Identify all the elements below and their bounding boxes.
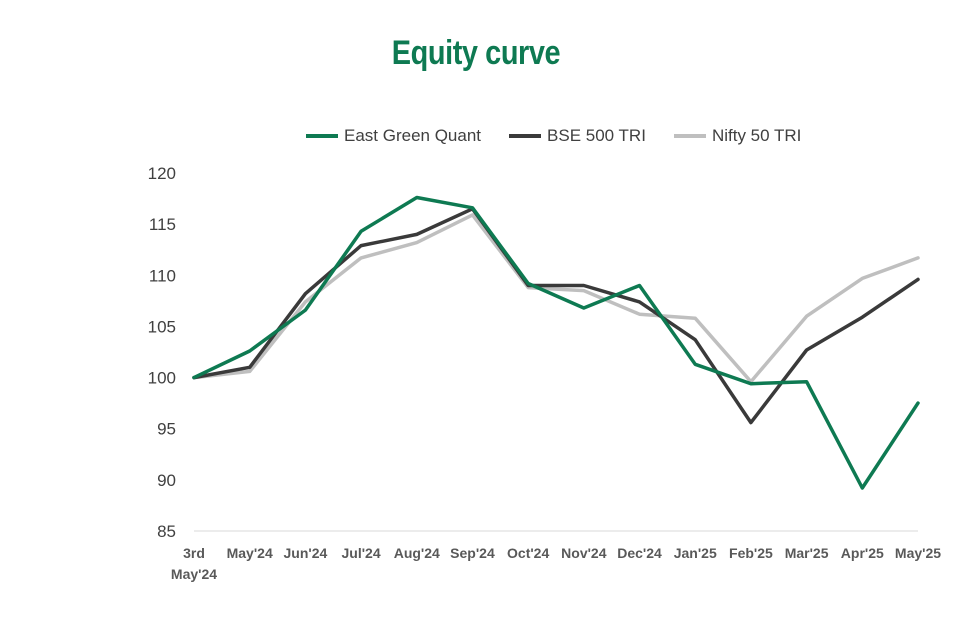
x-tick-label-line: Aug'24 [394,545,440,561]
x-tick-label: Mar'25 [785,545,829,561]
x-tick-label: Jul'24 [342,545,381,561]
x-tick-label-line: Feb'25 [729,545,773,561]
x-tick-label: Oct'24 [507,545,549,561]
x-tick-label-line: Jul'24 [342,545,381,561]
y-tick-label: 105 [148,317,176,336]
chart-title: Equity curve [391,34,561,72]
legend-item: Nifty 50 TRI [673,126,802,146]
x-tick-label: Dec'24 [617,545,662,561]
x-tick-label-line: 3rd [183,545,205,561]
x-tick-label: May'24 [227,545,273,561]
x-tick-label-line: May'24 [227,545,273,561]
x-tick-label: Jun'24 [283,545,327,561]
legend-label: East Green Quant [344,126,482,145]
y-tick-label: 100 [148,369,176,388]
chart-legend: East Green Quant BSE 500 TRI Nifty 50 TRI [306,126,829,146]
x-tick-label-line: Jun'24 [283,545,327,561]
y-tick-label: 110 [149,266,176,285]
y-tick-label: 115 [149,215,176,234]
y-tick-label: 85 [157,522,176,541]
x-tick-label: Sep'24 [450,545,495,561]
legend-swatch [509,134,542,138]
x-tick-label-line: Jan'25 [674,545,717,561]
legend-swatch [673,134,706,138]
legend-item: East Green Quant [306,126,481,146]
series-line-bse-500-tri [192,207,920,425]
series-line-east-green-quant [192,195,920,490]
series-lines [192,195,920,490]
x-tick-label: Nov'24 [561,545,607,561]
x-tick-label-line: Dec'24 [617,545,662,561]
x-tick-label: Aug'24 [394,545,440,561]
x-tick-label: Jan'25 [674,545,717,561]
x-tick-label: Feb'25 [729,545,773,561]
x-tick-label-line: Oct'24 [507,545,549,561]
x-tick-label-line: Apr'25 [841,545,884,561]
x-tick-label: Apr'25 [841,545,884,561]
y-tick-label: 95 [157,420,176,439]
legend-label: BSE 500 TRI [547,126,646,145]
legend-label: Nifty 50 TRI [711,126,802,145]
legend-item: BSE 500 TRI [509,126,646,146]
y-tick-label: 90 [157,471,176,490]
x-tick-label-line: Nov'24 [561,545,607,561]
axes: 85 90 95 100 105 110 115 120 3rd May'24 May'24 Jun'… [148,164,942,582]
x-tick-label-line: Sep'24 [450,545,495,561]
x-tick-label: 3rd May'24 [171,545,217,582]
x-tick-label: May'25 [895,545,941,561]
x-tick-label-line: May'25 [895,545,941,561]
legend-swatch [306,134,338,138]
y-tick-label: 120 [148,164,176,183]
x-tick-label-line: Mar'25 [785,545,829,561]
x-tick-label-line: May'24 [171,566,217,582]
